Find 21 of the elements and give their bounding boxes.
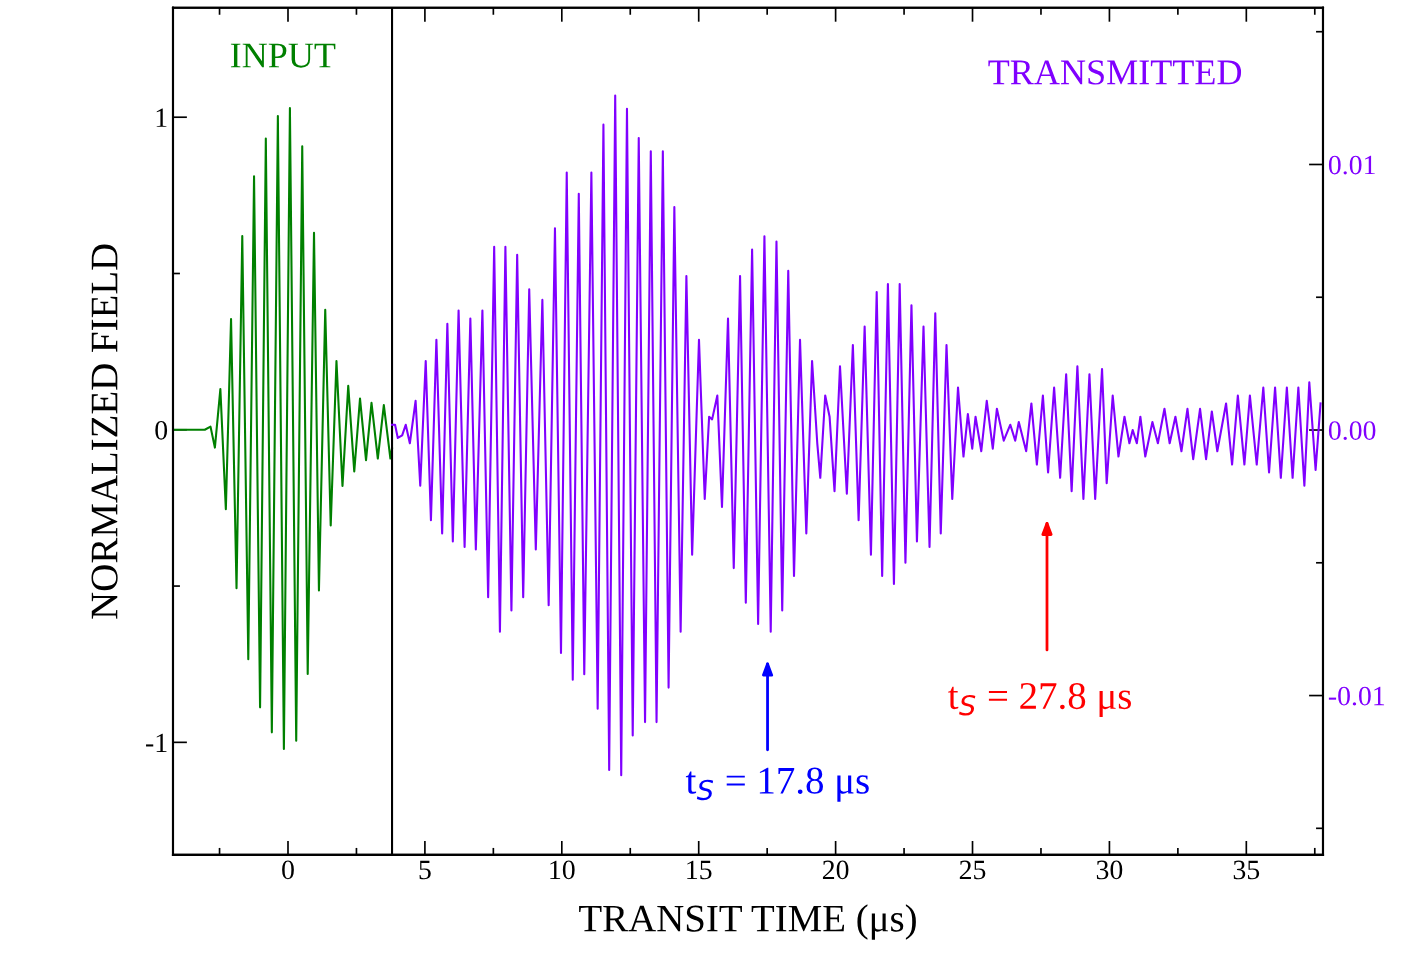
series-label: INPUT — [230, 43, 336, 68]
line-series — [173, 107, 394, 750]
x-tick-label: 30 — [1096, 860, 1123, 880]
y2-tick-label: -0.01 — [1328, 686, 1385, 706]
x-tick-label: 20 — [822, 860, 849, 880]
x-tick-label: 15 — [687, 860, 712, 880]
y-tick-label: 1 — [156, 108, 167, 127]
y-tick-label: 0 — [155, 420, 168, 440]
x-tick-label: 25 — [959, 860, 986, 880]
y2-tick-label: 0.00 — [1328, 421, 1376, 441]
annotation: t$_{S}$ = 27.8 μs — [948, 682, 1131, 718]
text: TRANSMITTED — [988, 60, 1242, 85]
x-tick-label: 10 — [550, 860, 575, 880]
y-axis-title: NORMALIZED FIELD — [91, 244, 118, 619]
annotation: t$_{S}$ = 17.8 μs — [685, 767, 869, 802]
y-tick-label: -1 — [146, 733, 167, 752]
x-axis-title: TRANSIT TIME (μs) — [579, 904, 916, 940]
x-tick-label: 5 — [419, 860, 431, 880]
x-tick-label: 0 — [282, 860, 294, 880]
x-tick-label: 35 — [1233, 860, 1260, 880]
y2-tick-label: 0.01 — [1328, 155, 1375, 175]
